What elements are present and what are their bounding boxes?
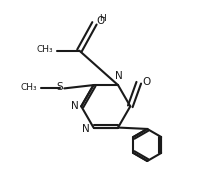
Text: CH₃: CH₃ [20,83,37,92]
Text: N: N [82,124,90,134]
Text: S: S [57,82,63,93]
Text: H: H [99,14,106,23]
Text: N: N [71,101,79,111]
Text: O: O [97,17,105,26]
Text: CH₃: CH₃ [36,45,53,54]
Text: N: N [115,71,123,81]
Text: O: O [142,77,150,87]
